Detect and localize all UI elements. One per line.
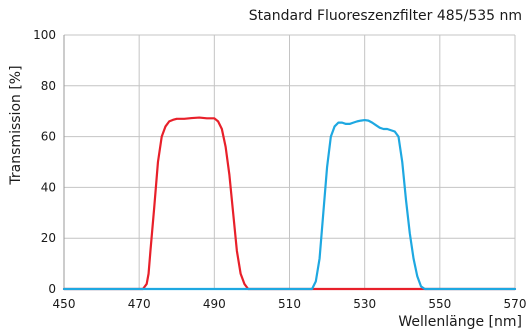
y-tick-label: 80	[41, 79, 56, 93]
x-tick-label: 470	[128, 297, 151, 311]
y-tick-label: 100	[33, 28, 56, 42]
y-tick-label: 60	[41, 130, 56, 144]
y-tick-label: 40	[41, 180, 56, 194]
grid	[64, 34, 516, 289]
x-tick-label: 490	[203, 297, 226, 311]
x-tick-label: 570	[504, 297, 527, 311]
x-tick-label: 530	[353, 297, 376, 311]
excitation-series-line	[62, 116, 517, 291]
x-tick-label: 510	[278, 297, 301, 311]
x-axis-label: Wellenlänge [nm]	[398, 314, 522, 330]
y-tick-label: 0	[48, 282, 56, 296]
tick-labels: 450 470 490 510 530 550 570 0 20 40 60 80 100	[33, 28, 526, 311]
y-axis-label: Transmission [%]	[8, 65, 24, 185]
chart-title: Standard Fluoreszenzfilter 485/535 nm	[249, 8, 522, 24]
series-lines	[62, 116, 517, 291]
x-tick-label: 450	[53, 297, 76, 311]
emission-series-line	[62, 118, 517, 291]
y-tick-label: 20	[41, 231, 56, 245]
x-tick-label: 550	[428, 297, 451, 311]
